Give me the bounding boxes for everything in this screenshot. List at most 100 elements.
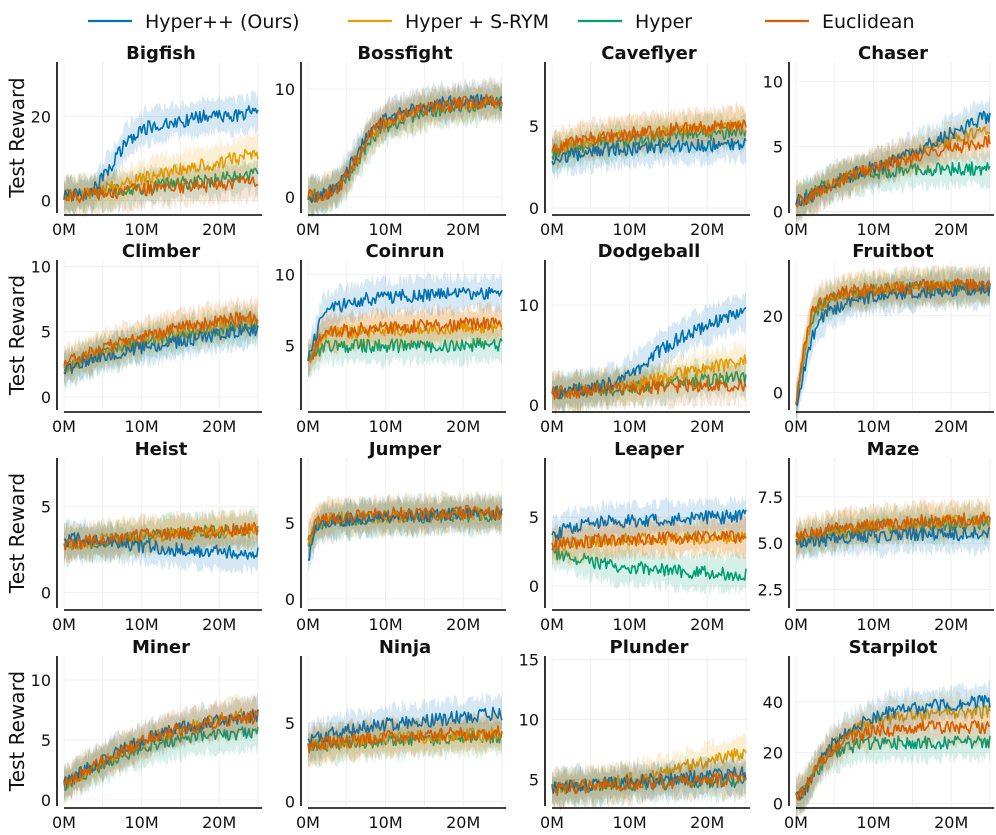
panel-title: Heist [135,439,188,460]
x-tick-label: 0M [52,615,76,634]
y-tick-label: 0 [41,388,51,407]
series-hyper-ours [307,271,503,379]
panel-title: Climber [122,241,200,262]
y-tick-label: 10 [519,711,539,730]
x-tick-label: 10M [857,615,891,634]
series-line [551,137,747,166]
series-line [795,704,991,801]
confidence-band [308,691,502,763]
x-tick-label: 10M [857,220,891,239]
confidence-band [796,704,990,819]
x-tick-label: 0M [784,220,808,239]
series-line [795,735,991,796]
x-tick-label: 0M [52,813,76,832]
x-tick-label: 10M [125,220,159,239]
confidence-band [64,294,258,388]
y-tick-label: 0 [285,590,295,609]
x-tick-label: 20M [446,813,480,832]
panel-title: Starpilot [849,637,938,658]
x-tick-label: 20M [690,220,724,239]
grid [63,260,259,410]
panel-title: Coinrun [365,241,444,262]
y-tick-label: 40 [763,693,783,712]
panel-bossfight: 0 10 0M 10M 20M Bossfight [275,43,506,239]
grid [63,62,259,213]
y-tick-label: 10 [763,73,783,92]
y-tick-label: 0 [529,577,539,596]
y-tick-label: 15 [519,651,539,670]
confidence-band [552,339,746,416]
y-tick-label: 20 [31,108,51,127]
x-tick-label: 0M [52,417,76,436]
x-tick-label: 10M [613,417,647,436]
confidence-band [796,689,990,818]
series-hyper-s-rym [307,711,503,769]
panel-miner: 0 5 10 0M 10M 20M Miner Test Reward [5,637,262,832]
panel-dodgeball: 0 10 0M 10M 20M Dodgeball [519,241,750,436]
x-tick-label: 10M [125,615,159,634]
y-tick-label: 5 [285,514,295,533]
confidence-band [796,145,990,224]
series-line [307,286,503,362]
y-tick-label: 5 [285,714,295,733]
series-euclidean [795,704,991,819]
x-tick-label: 0M [296,615,320,634]
x-tick-label: 0M [296,813,320,832]
series-line [63,105,259,201]
series-euclidean [63,294,259,388]
series-euclidean [63,694,259,800]
y-tick-label: 2.5 [758,580,783,599]
panel-title: Jumper [367,439,441,460]
y-axis-label: Test Reward [5,275,29,396]
y-tick-label: 10 [275,80,295,99]
y-tick-label: 5.0 [758,534,783,553]
x-tick-label: 0M [784,615,808,634]
confidence-band [64,298,258,386]
panel-title: Dodgeball [598,241,701,262]
y-tick-label: 10 [31,671,51,690]
x-tick-label: 10M [613,615,647,634]
x-tick-label: 10M [369,813,403,832]
series-line [63,323,259,375]
series-line [551,119,747,154]
y-tick-label: 0 [41,583,51,602]
x-tick-label: 10M [613,813,647,832]
y-tick-label: 0 [773,203,783,222]
panel-caveflyer: 0 5 0M 10M 20M Caveflyer [529,43,750,239]
series-line [307,337,503,362]
x-tick-label: 20M [934,220,968,239]
confidence-band [64,507,258,569]
confidence-band [552,101,746,170]
confidence-band [552,515,746,566]
series-euclidean [307,489,503,559]
x-tick-label: 20M [934,417,968,436]
confidence-band [552,493,746,555]
series-line [63,532,259,560]
x-tick-label: 10M [125,417,159,436]
series-line [63,710,259,789]
x-tick-label: 10M [857,813,891,832]
panel-title: Chaser [858,43,928,64]
confidence-band [552,513,746,568]
panel-title: Caveflyer [601,43,697,64]
y-tick-label: 5 [529,771,539,790]
x-tick-label: 20M [690,615,724,634]
y-tick-label: 10 [31,258,51,277]
series-line [551,509,747,541]
confidence-band [64,710,258,803]
series-line [551,377,747,400]
confidence-band [796,719,990,819]
y-tick-label: 5 [41,323,51,342]
y-tick-label: 0 [285,188,295,207]
confidence-band [308,489,502,559]
confidence-band [308,78,502,220]
series-line [795,526,991,548]
panel-title: Miner [132,637,190,658]
y-tick-label: 5 [529,508,539,527]
confidence-band [308,82,502,220]
series-line [307,706,503,747]
series-euclidean [307,301,503,377]
series-hyper-ours [551,290,747,415]
series-hyper-s-rym [307,78,503,220]
